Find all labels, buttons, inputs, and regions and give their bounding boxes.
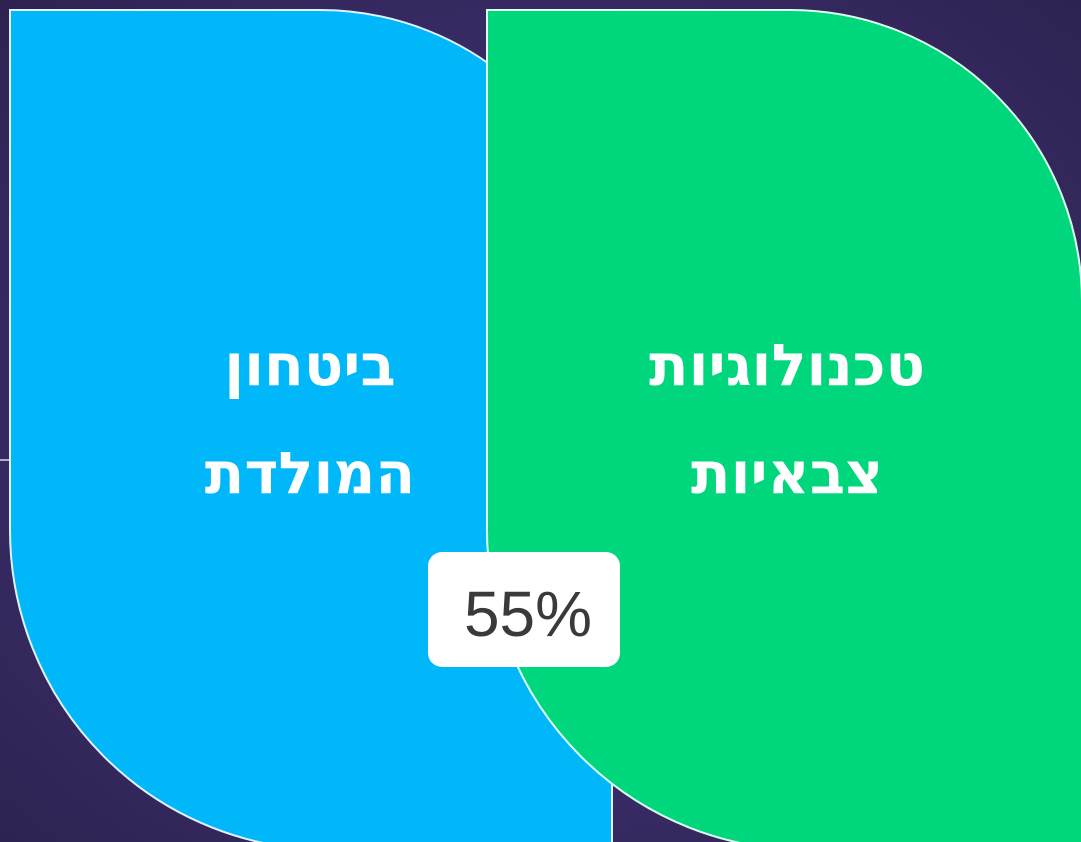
right-leaf (486, 9, 1081, 842)
badge-text: 55% (464, 578, 592, 650)
right-label-line: טכנולוגיות (649, 331, 925, 399)
left-label-line: ביטחון (224, 331, 396, 399)
badge (428, 552, 620, 667)
left-label-line: המולדת (205, 439, 416, 507)
right-label-line: צבאיות (691, 439, 883, 507)
